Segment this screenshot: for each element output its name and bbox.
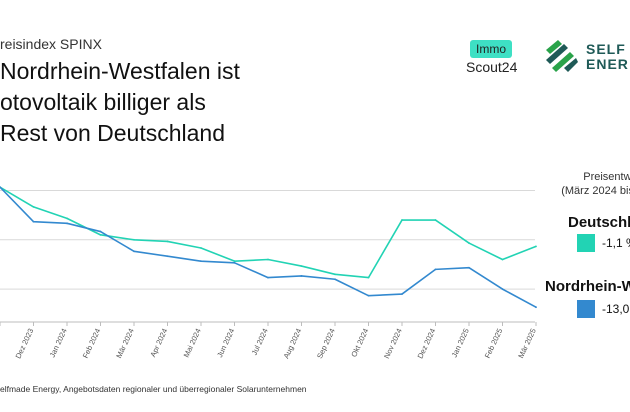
x-tick-label-12: Nov 2024 [382, 327, 404, 360]
x-tick-label-13: Dez 2024 [416, 327, 438, 360]
scout24-logo-text: Scout24 [466, 59, 518, 75]
x-tick-label-1: Dez 2023 [14, 327, 36, 360]
series-1-point-13 [434, 268, 437, 271]
series-1-point-5 [166, 255, 169, 258]
series-0-point-6 [200, 247, 202, 249]
series-1-point-10 [334, 278, 336, 281]
selfmade-energy-logo-mark [546, 40, 578, 72]
series-0-point-10 [334, 273, 336, 276]
series-0-point-15 [501, 258, 504, 261]
series-1-point-8 [267, 276, 269, 279]
series-0-point-9 [300, 265, 303, 267]
self-logo-line-2: ENER [586, 56, 629, 72]
series-1-point-16 [535, 306, 537, 309]
selfmade-energy-logo-text: SELF ENER [586, 42, 629, 72]
legend-name-deutschland: Deutschl [568, 214, 630, 231]
x-tick-label-15: Feb 2025 [483, 327, 505, 360]
series-1-point-7 [233, 261, 236, 264]
x-tick-label-11: Okt 2024 [349, 327, 370, 358]
series-1-point-11 [367, 294, 370, 297]
series-0-point-13 [434, 219, 437, 221]
series-1-point-4 [133, 250, 135, 253]
x-tick-label-8: Jul 2024 [250, 327, 270, 357]
chart-grid [0, 189, 535, 290]
legend-swatch-nrw [577, 300, 595, 318]
series-0-point-1 [32, 205, 35, 208]
immoscout24-logo: Immo Scout24 [466, 40, 522, 75]
legend-value-deutschland: -1,1 % [602, 236, 630, 250]
series-0-point-3 [99, 233, 102, 236]
x-axis: Dez 2023 Jan 2024 Feb 2024 Mär 2024 Apr 2024… [0, 321, 538, 360]
selfmade-energy-logo: SELF ENER [544, 38, 630, 74]
title-line-2: otovoltaik billiger als [0, 89, 206, 115]
series-0-point-8 [267, 258, 269, 261]
x-tick-label-7: Jun 2024 [215, 327, 236, 359]
x-tick-label-4: Mär 2024 [114, 327, 136, 360]
series-1-point-6 [200, 260, 202, 263]
series-1-point-2 [66, 222, 68, 225]
chart-kicker: reisindex SPINX [0, 36, 102, 52]
immo-logo-badge: Immo [470, 40, 512, 58]
x-tick-label-3: Feb 2024 [81, 327, 103, 360]
legend-value-nrw: -13,0 [602, 302, 630, 316]
series-1-point-3 [99, 230, 102, 233]
line-chart: Dez 2023 Jan 2024 Feb 2024 Mär 2024 Apr 2024… [0, 186, 538, 360]
legend-name-nrw: Nordrhein-W [545, 278, 630, 295]
x-tick-label-2: Jan 2024 [48, 327, 69, 359]
chart-legend: Preisentwi (März 2024 bis Deutschl -1,1 … [540, 170, 630, 330]
series-0-point-4 [133, 238, 135, 241]
series-0-point-5 [166, 240, 169, 243]
series-1-point-14 [468, 266, 470, 269]
x-tick-label-6: Mai 2024 [182, 327, 203, 359]
legend-heading-line-2: (März 2024 bis [561, 185, 630, 197]
series-1-point-9 [300, 275, 303, 277]
chart-series [0, 186, 537, 309]
self-logo-line-1: SELF [586, 41, 626, 57]
series-0-point-12 [401, 219, 403, 221]
series-0-point-16 [535, 245, 537, 248]
series-0-point-11 [367, 276, 370, 279]
x-tick-label-5: Apr 2024 [148, 327, 169, 358]
series-0-point-7 [233, 260, 236, 263]
x-tick-label-9: Aug 2024 [282, 327, 304, 360]
legend-heading-line-1: Preisentwi [583, 171, 630, 183]
legend-heading: Preisentwi (März 2024 bis [561, 170, 630, 198]
chart-source: elfmade Energy, Angebotsdaten regionaler… [0, 384, 307, 394]
series-1-point-12 [401, 293, 403, 295]
x-tick-label-14: Jan 2025 [450, 327, 471, 359]
x-tick-label-16: Mär 2025 [516, 327, 538, 360]
series-0-point-14 [468, 242, 470, 244]
series-1-point-0 [0, 186, 1, 189]
series-1-point-15 [501, 288, 504, 291]
series-1-point-1 [32, 220, 35, 223]
title-line-3: Rest von Deutschland [0, 120, 226, 146]
chart-title: Nordrhein-Westfalen ist otovoltaik billi… [0, 56, 240, 149]
series-line-0 [0, 186, 537, 279]
legend-swatch-deutschland [577, 234, 595, 252]
x-tick-label-10: Sep 2024 [315, 327, 337, 360]
series-0-point-2 [66, 217, 68, 220]
title-line-1: Nordrhein-Westfalen ist [0, 58, 240, 84]
